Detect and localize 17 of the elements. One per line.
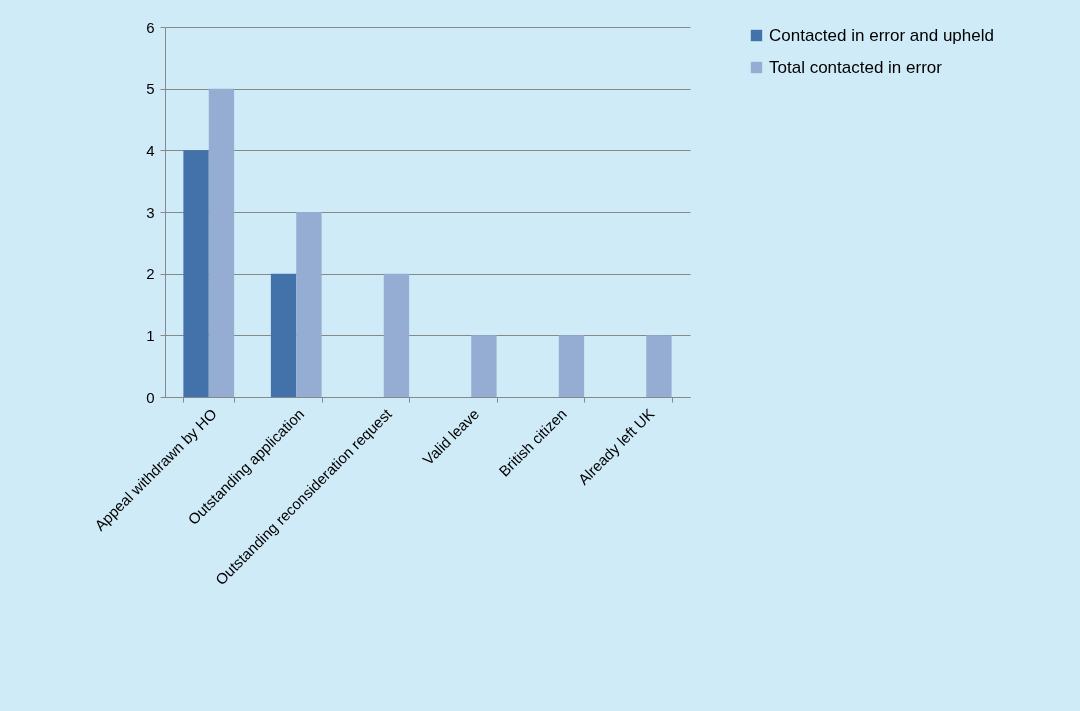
bar bbox=[208, 88, 235, 397]
bar bbox=[296, 212, 322, 397]
y-tick-label: 4 bbox=[146, 141, 155, 159]
y-tick-label: 1 bbox=[146, 326, 155, 344]
bar bbox=[558, 335, 585, 397]
y-tick-label: 2 bbox=[146, 265, 155, 283]
bar bbox=[646, 335, 672, 397]
y-tick-label: 3 bbox=[146, 203, 155, 221]
bar bbox=[270, 273, 297, 397]
bar bbox=[471, 335, 497, 397]
y-tick-label: 0 bbox=[146, 388, 155, 406]
legend-label: Total contacted in error bbox=[769, 57, 943, 77]
bar bbox=[183, 150, 209, 397]
legend-label: Contacted in error and upheld bbox=[769, 25, 994, 45]
y-tick-label: 5 bbox=[146, 80, 155, 98]
y-tick-label: 6 bbox=[146, 18, 155, 36]
bar bbox=[383, 273, 410, 397]
